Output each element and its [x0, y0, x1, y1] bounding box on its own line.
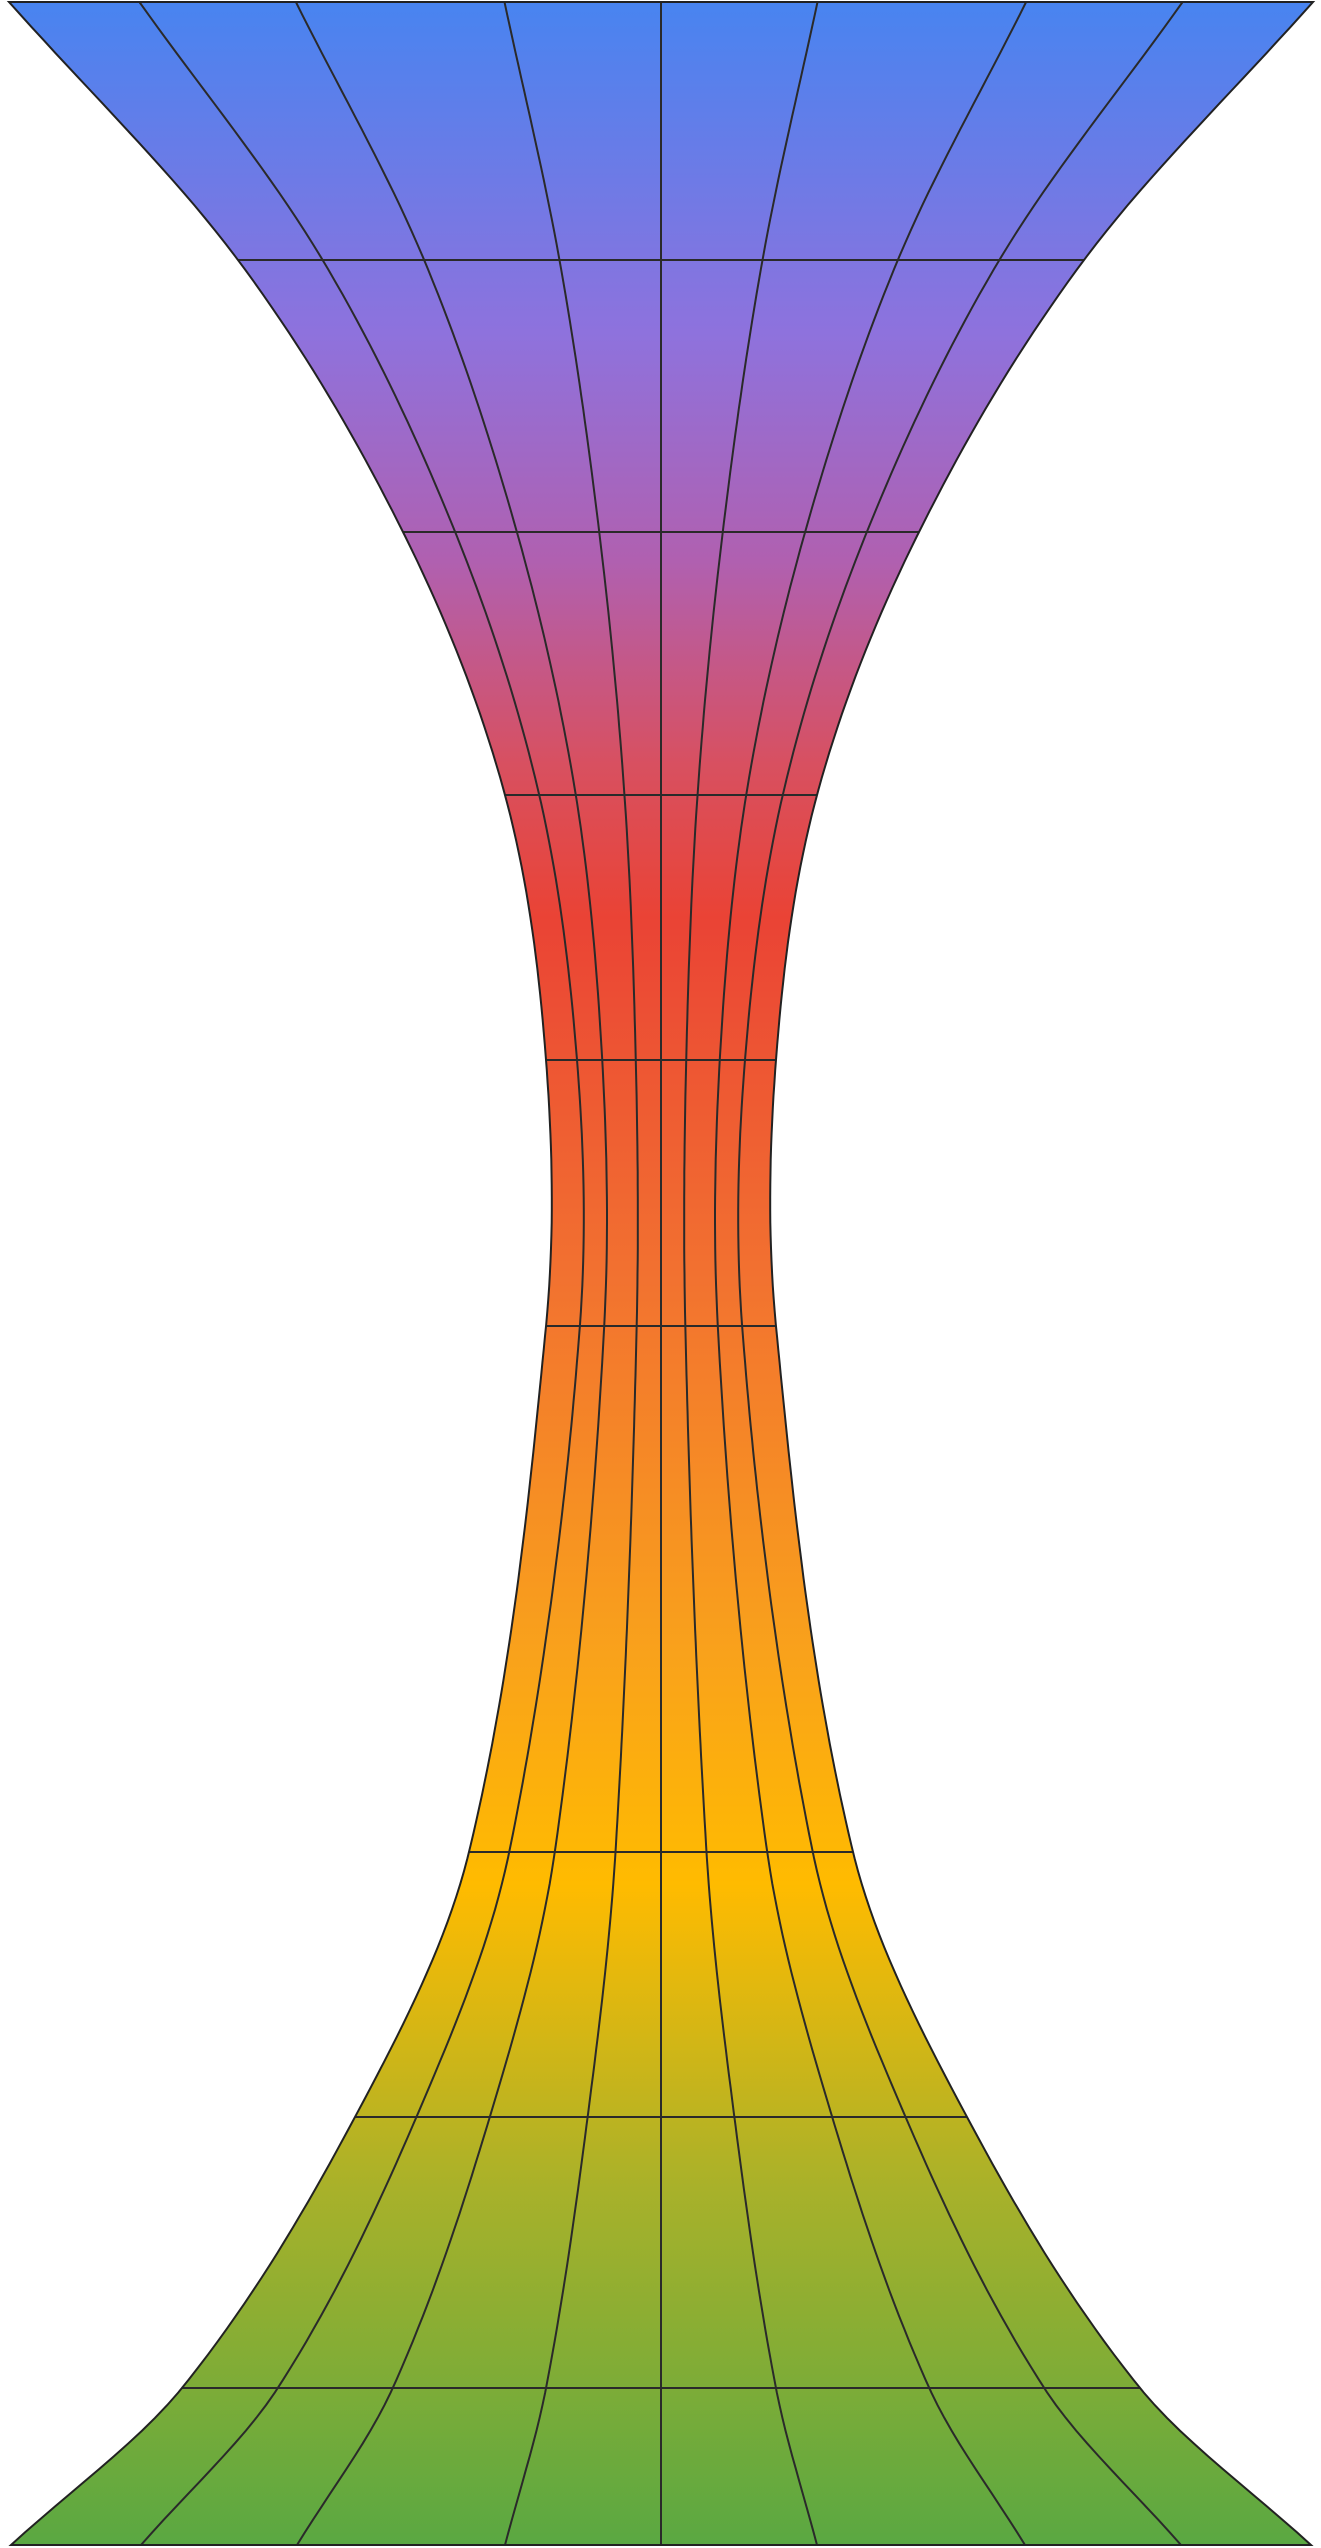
- longitude-line-0: [138, 1, 585, 2546]
- longitude-line-1: [295, 1, 608, 2546]
- longitude-line-6: [737, 1, 1184, 2546]
- longitude-line-4: [683, 1, 819, 2546]
- longitude-line-5: [714, 1, 1027, 2546]
- grid-longitude-lines: [138, 1, 1184, 2546]
- funnel-outline: [6, 0, 1316, 2546]
- longitude-line-2: [503, 1, 639, 2546]
